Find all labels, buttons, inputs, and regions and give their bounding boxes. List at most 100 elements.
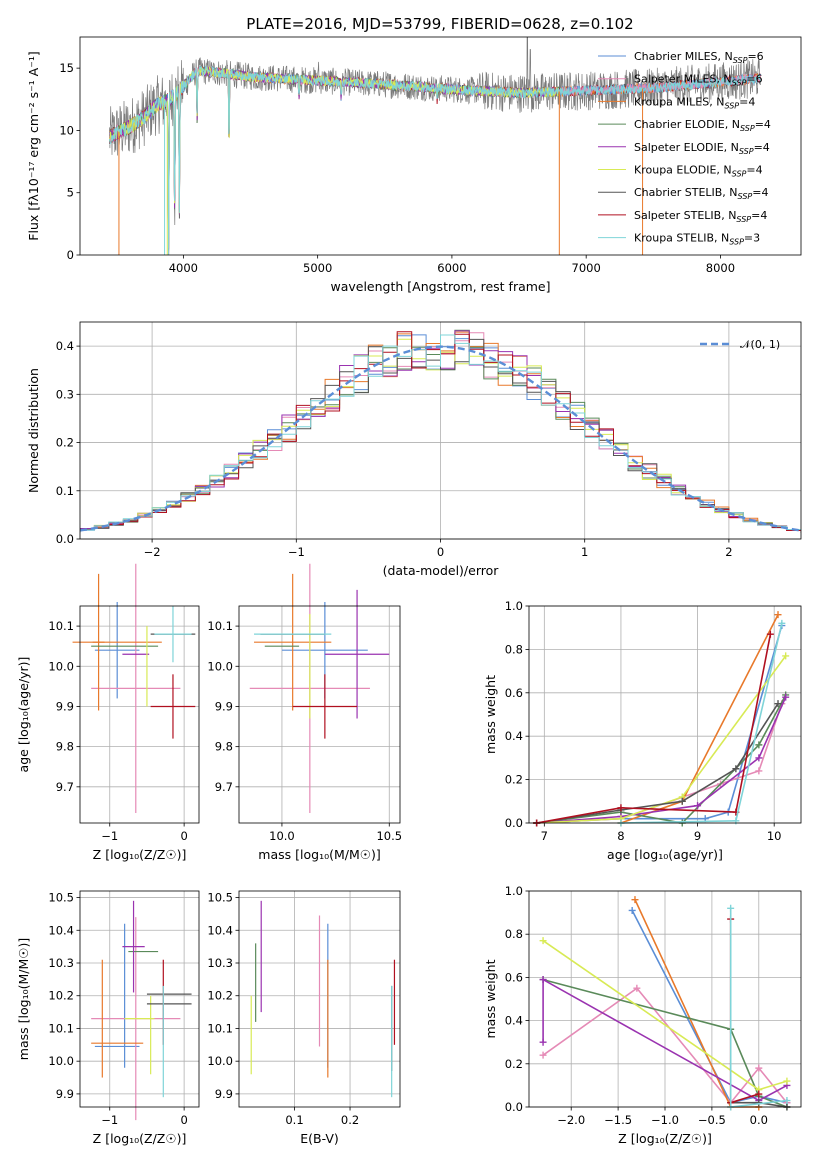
weight-line — [536, 634, 772, 824]
x-tick-label: 0 — [180, 1113, 187, 1127]
x-tick-label: −2 — [144, 545, 161, 559]
weight-series-chabrier-miles — [533, 622, 786, 827]
x-tick-label: −1 — [101, 829, 118, 843]
y-axis-label: mass weight — [483, 959, 498, 1038]
weight-series-kroupa-miles — [617, 611, 782, 827]
axes-frame — [528, 890, 802, 1108]
y-tick-label: 0.3 — [56, 387, 74, 401]
weight_vs_Z-grid — [529, 890, 801, 1108]
legend-label: Salpeter MILES, NSSP=6 — [634, 73, 763, 88]
x-tick-label: 10.5 — [376, 829, 402, 843]
mass_vs_Z-marks — [91, 900, 192, 1121]
weight-marker — [766, 630, 774, 638]
weight-marker — [755, 754, 763, 762]
x-tick-label: 10 — [767, 829, 782, 843]
gaussian-curve — [80, 345, 801, 532]
weight-line — [536, 625, 783, 824]
weight-series-chabrier-stelib — [533, 700, 782, 827]
x-tick-label: −0.5 — [698, 1113, 726, 1127]
weight-line — [634, 899, 759, 1108]
y-tick-label: 0.2 — [56, 436, 74, 450]
spectrum-legend: Chabrier MILES, NSSP=6 Salpeter MILES, NS… — [598, 50, 771, 247]
x-tick-label: 7000 — [572, 261, 601, 275]
weight_vs_Z-marks — [539, 896, 791, 1111]
mass_vs_Z-panel: −1 0 9.9 10.0 10.1 10.2 10.3 10.4 10.5 Z [log₁₀(Z… — [16, 890, 200, 1146]
x-axis-label: mass [log₁₀(M/M☉)] — [258, 847, 380, 862]
x-tick-label: 8 — [617, 829, 624, 843]
weight-marker — [617, 804, 625, 812]
y-tick-label: 10.1 — [207, 1021, 233, 1035]
weight_vs_Z-panel: −2.0 −1.5 −1.0 −0.5 0.0 0.0 0.2 0.4 0.6 0.8 1.0 Z [… — [483, 884, 802, 1146]
errorbar-salpeter-elodie — [122, 900, 145, 993]
y-tick-label: 0.6 — [505, 686, 523, 700]
weight-marker — [633, 984, 641, 992]
y-tick-label: 9.7 — [56, 780, 74, 794]
spectrum-panel: 4000 5000 6000 7000 8000 0 5 10 15 wavelength [An… — [26, 36, 802, 294]
age_vs_mass-panel: 10.0 10.5 9.7 9.8 9.9 10.0 10.1 mass [log₁₀(M/M… — [207, 563, 402, 862]
y-tick-label: 0.6 — [505, 970, 523, 984]
y-tick-label: 9.8 — [215, 740, 233, 754]
weight-marker — [539, 1051, 547, 1059]
axes-frame — [79, 605, 200, 824]
y-tick-label: 9.9 — [56, 1087, 74, 1101]
weight_vs_age-panel: 7 8 9 10 0.0 0.2 0.4 0.6 0.8 1.0 age [log₁₀(age/yr… — [483, 599, 802, 862]
weight-marker — [694, 802, 702, 810]
y-tick-label: 0.1 — [56, 484, 74, 498]
x-tick-label: −1 — [288, 545, 305, 559]
y-tick-label: 10.2 — [48, 989, 74, 1003]
y-tick-label: 10.3 — [207, 956, 233, 970]
y-tick-label: 9.9 — [215, 1087, 233, 1101]
y-tick-label: 10.4 — [207, 923, 233, 937]
legend-label: Kroupa MILES, NSSP=4 — [634, 95, 755, 110]
y-tick-label: 10.1 — [207, 619, 233, 633]
weight-marker — [539, 976, 547, 984]
weight-marker — [783, 1077, 791, 1085]
y-tick-label: 0.8 — [505, 927, 523, 941]
y-tick-label: 10.0 — [207, 1054, 233, 1068]
weight-marker — [727, 904, 735, 912]
weight-line — [542, 978, 788, 1102]
figure-title: PLATE=2016, MJD=53799, FIBERID=0628, z=0… — [246, 15, 633, 33]
residual-histogram-kroupa-stelib — [80, 334, 801, 532]
weight-marker — [628, 906, 636, 914]
weight-line — [536, 655, 787, 824]
x-tick-label: 1 — [581, 545, 588, 559]
legend-label: Chabrier MILES, NSSP=6 — [634, 50, 764, 65]
axes-frame — [79, 36, 802, 256]
weight-series-salpeter-stelib — [727, 915, 763, 1107]
y-axis-label: mass weight — [483, 675, 498, 754]
weight-marker — [539, 1038, 547, 1046]
weight-series-kroupa-elodie — [539, 937, 791, 1094]
y-tick-label: 10.3 — [48, 956, 74, 970]
weight-marker — [774, 611, 782, 619]
x-axis-label: E(B-V) — [300, 1131, 339, 1146]
x-tick-label: 2 — [725, 545, 732, 559]
y-tick-label: 0.8 — [505, 642, 523, 656]
weight-marker — [755, 1090, 763, 1098]
errorbar-kroupa-stelib — [154, 606, 192, 663]
y-tick-label: 10.1 — [48, 619, 74, 633]
weight-marker — [782, 693, 790, 701]
axes-frame — [238, 605, 401, 824]
weight-marker — [755, 741, 763, 749]
residuals-panel: −2 −1 0 1 2 0.0 0.1 0.2 0.3 0.4 (data-model)/error… — [26, 321, 802, 578]
y-tick-label: 9.8 — [56, 740, 74, 754]
x-tick-label: 0.0 — [750, 1113, 768, 1127]
weight-marker — [539, 937, 547, 945]
y-tick-label: 0.2 — [505, 1057, 523, 1071]
x-tick-label: 5000 — [303, 261, 332, 275]
y-tick-label: 0.4 — [56, 339, 74, 353]
y-tick-label: 10.4 — [48, 923, 74, 937]
x-tick-label: −1.5 — [604, 1113, 632, 1127]
weight-marker — [782, 652, 790, 660]
axes-frame — [79, 321, 802, 540]
x-axis-label: Z [log₁₀(Z/Z☉)] — [618, 1131, 712, 1146]
x-axis-label: Z [log₁₀(Z/Z☉)] — [93, 1131, 187, 1146]
axes-frame — [528, 605, 802, 824]
errorbar-kroupa-miles — [254, 573, 332, 711]
weight-marker — [774, 700, 782, 708]
axes-frame — [79, 890, 200, 1108]
x-tick-label: 10.0 — [269, 829, 295, 843]
y-tick-label: 10.0 — [48, 659, 74, 673]
errorbar-salpeter-miles — [91, 563, 181, 813]
